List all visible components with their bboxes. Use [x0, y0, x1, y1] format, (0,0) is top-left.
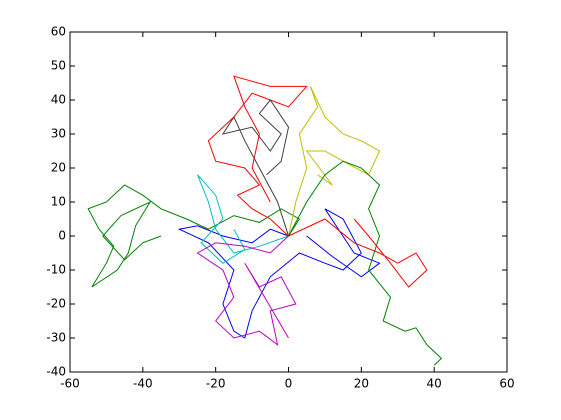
y-tick-label: -10 — [46, 263, 66, 277]
y-tick-label: 30 — [51, 127, 66, 141]
walk-line — [288, 86, 381, 237]
y-tick-label: -20 — [46, 297, 66, 311]
walk-line — [288, 160, 443, 366]
walk-line — [197, 174, 289, 264]
y-tick-label: 40 — [51, 93, 66, 107]
y-tick-label: -40 — [46, 365, 66, 379]
y-tick-label: -30 — [46, 331, 66, 345]
y-tick-label: 20 — [51, 161, 66, 175]
y-tick-label: 50 — [51, 59, 66, 73]
x-tick-label: 60 — [499, 377, 514, 391]
walk-line — [288, 218, 428, 288]
x-tick-label: -40 — [133, 377, 153, 391]
walk-line — [221, 99, 290, 237]
walk-line — [87, 184, 301, 288]
x-tick-label: 40 — [427, 377, 442, 391]
y-tick-label: 0 — [58, 229, 66, 243]
x-tick-label: -60 — [60, 377, 80, 391]
y-tick-label: 60 — [51, 25, 66, 39]
walk-line — [196, 235, 297, 346]
y-tick-label: 10 — [51, 195, 66, 209]
walk-line — [177, 208, 381, 339]
x-tick-label: -20 — [206, 377, 226, 391]
x-tick-label: 0 — [285, 377, 293, 391]
x-tick-label: 20 — [354, 377, 369, 391]
walk-line — [207, 75, 308, 237]
